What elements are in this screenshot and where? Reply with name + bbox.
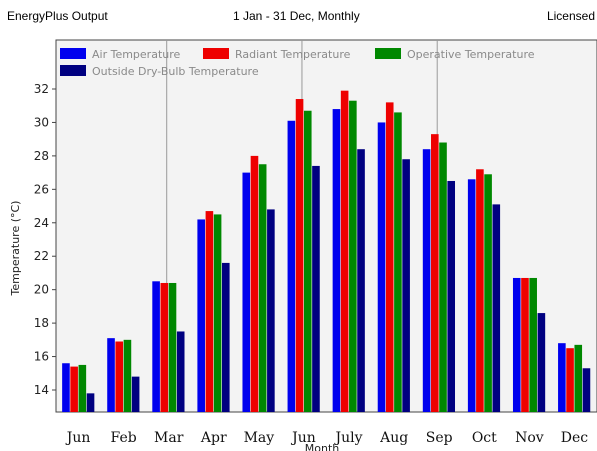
bar [447, 180, 456, 412]
x-tick-label: Sep [426, 430, 453, 446]
bar [484, 174, 492, 412]
bar [303, 110, 312, 412]
bar [107, 338, 115, 412]
y-tick-label: 14 [34, 383, 49, 397]
bar [70, 366, 78, 412]
y-tick-label: 24 [34, 216, 49, 230]
x-tick-label: Apr [200, 430, 227, 446]
bar [402, 159, 410, 412]
y-tick-label: 30 [34, 115, 49, 129]
bar [131, 376, 140, 412]
bar [332, 109, 341, 413]
x-tick-label: Jun [65, 430, 91, 446]
chart-header: EnergyPlus Output 1 Jan - 31 Dec, Monthl… [0, 0, 597, 30]
legend-label: Radiant Temperature [235, 48, 351, 61]
legend-swatch [375, 48, 401, 59]
bar [537, 313, 546, 412]
bar [349, 100, 357, 412]
bar [168, 282, 177, 412]
y-axis-title: Temperature (°C) [9, 201, 22, 297]
x-tick-label: July [334, 430, 363, 446]
bar [492, 204, 501, 412]
bar [213, 214, 222, 412]
bar [566, 348, 574, 412]
y-tick-label: 16 [34, 350, 49, 364]
legend-label: Air Temperature [92, 48, 181, 61]
bar [582, 368, 591, 412]
bar [242, 172, 251, 412]
bar [123, 339, 132, 412]
bar [529, 277, 537, 412]
bar [267, 209, 275, 412]
bar [574, 344, 583, 412]
bars-group [62, 90, 591, 413]
bar [431, 134, 439, 412]
bar [258, 164, 267, 412]
header-center-text: 1 Jan - 31 Dec, Monthly [233, 9, 360, 23]
bar [467, 179, 476, 412]
y-tick-label: 26 [34, 182, 49, 196]
bar [295, 99, 304, 413]
legend-swatch [203, 48, 229, 59]
legend: Air Temperature Radiant Temperature Operat… [60, 48, 535, 78]
y-tick-label: 28 [34, 149, 49, 163]
x-axis-categories: Jun Feb Mar Apr May Jun July Aug Sep Oct Nov Dec [65, 430, 589, 446]
bar [78, 364, 87, 412]
bar [521, 277, 529, 412]
x-axis-title: Month [305, 442, 340, 451]
bar [115, 341, 124, 412]
bar [439, 142, 447, 412]
bar [312, 165, 320, 412]
bar [385, 102, 394, 412]
bar [340, 90, 349, 412]
bar [287, 120, 296, 413]
bar [86, 393, 95, 412]
x-tick-label: Dec [561, 430, 589, 446]
legend-swatch [60, 65, 86, 76]
x-tick-label: Nov [515, 430, 544, 446]
x-tick-label: May [244, 430, 275, 446]
bar [357, 149, 365, 412]
bar [160, 282, 169, 412]
header-right-text: Licensed [546, 9, 595, 23]
legend-label: Outside Dry-Bulb Temperature [92, 65, 259, 78]
x-tick-label: Mar [154, 430, 184, 446]
legend-label: Operative Temperature [407, 48, 535, 61]
bar [512, 277, 521, 412]
y-axis-ticks: 14 16 18 20 22 24 26 28 30 32 [34, 82, 56, 397]
bar [197, 219, 205, 412]
y-tick-label: 32 [34, 82, 49, 96]
bar [558, 343, 566, 412]
x-tick-label: Feb [111, 430, 137, 446]
bar [250, 155, 259, 412]
legend-swatch [60, 48, 86, 59]
bar [176, 331, 185, 412]
bar [377, 122, 386, 412]
bar [152, 281, 160, 412]
plot-area [55, 39, 597, 413]
y-tick-label: 18 [34, 316, 49, 330]
y-tick-label: 20 [34, 283, 49, 297]
bar [394, 112, 402, 413]
header-left-text: EnergyPlus Output [7, 9, 108, 23]
bar [221, 262, 230, 412]
x-tick-label: Jun [290, 430, 316, 446]
bar [422, 149, 431, 412]
bar [62, 363, 70, 412]
bar [205, 211, 214, 412]
x-tick-label: Oct [472, 430, 497, 446]
bar [476, 169, 484, 412]
x-tick-label: Aug [379, 430, 408, 446]
y-tick-label: 22 [34, 249, 49, 263]
